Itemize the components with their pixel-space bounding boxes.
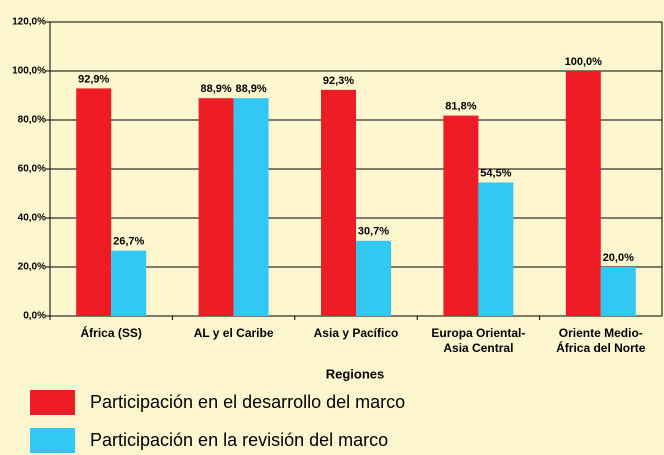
bar	[198, 98, 234, 316]
bar	[478, 182, 514, 316]
value-label: 88,9%	[235, 83, 266, 95]
y-tick-label: 80,0%	[18, 115, 46, 126]
value-label: 81,8%	[445, 100, 476, 112]
x-tick-label: Oriente Medio-África del Norte	[556, 326, 646, 355]
value-label: 54,5%	[480, 167, 511, 179]
x-tick-label: Europa Oriental-Asia Central	[431, 326, 526, 355]
legend-swatch	[30, 428, 75, 453]
bar	[356, 240, 391, 316]
value-label: 30,7%	[358, 226, 389, 238]
x-tick-label: Asia y Pacífico	[313, 326, 399, 340]
value-label: 92,3%	[323, 75, 354, 87]
y-tick-label: 20,0%	[18, 262, 46, 273]
x-tick-label: AL y el Caribe	[193, 326, 274, 340]
y-tick-label: 40,0%	[18, 213, 46, 224]
y-tick-label: 120,0%	[12, 17, 46, 28]
value-label: 26,7%	[113, 235, 144, 247]
value-label: 20,0%	[603, 252, 634, 264]
bar	[233, 98, 269, 316]
value-label: 100,0%	[565, 56, 603, 68]
legend-label: Participación en el desarrollo del marco	[90, 392, 405, 412]
legend-swatch	[30, 390, 75, 415]
bar	[443, 115, 479, 316]
bar	[321, 89, 356, 317]
value-label: 92,9%	[78, 73, 109, 85]
bar	[565, 71, 601, 316]
x-tick-label: África (SS)	[80, 326, 142, 340]
bar	[111, 250, 147, 316]
y-tick-label: 0,0%	[23, 311, 46, 322]
y-tick-label: 60,0%	[18, 164, 46, 175]
bar	[76, 88, 112, 317]
x-axis-title: Regiones	[326, 366, 385, 381]
legend-label: Participación en la revisión del marco	[90, 430, 388, 450]
value-label: 88,9%	[200, 83, 231, 95]
y-tick-label: 100,0%	[12, 66, 46, 77]
bar	[600, 267, 636, 316]
